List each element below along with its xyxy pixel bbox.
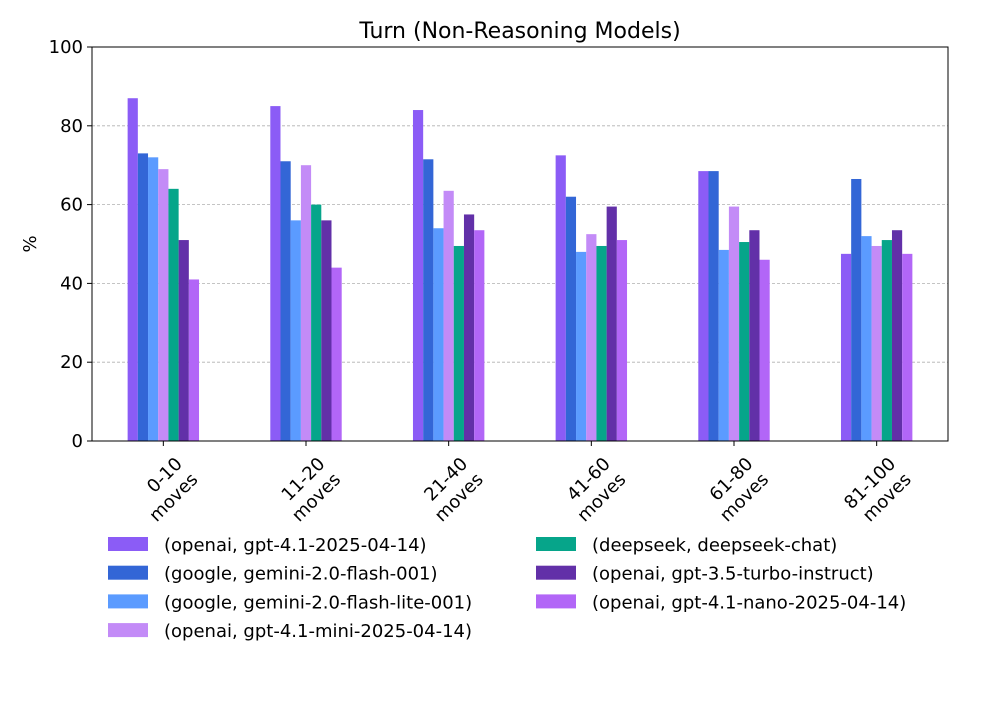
bar xyxy=(423,159,434,442)
legend-swatch xyxy=(536,537,576,551)
y-tick-label: 80 xyxy=(60,116,83,137)
chart-title: Turn (Non-Reasoning Models) xyxy=(358,19,680,44)
bar xyxy=(412,110,424,441)
bar xyxy=(881,240,892,441)
bar xyxy=(851,178,862,442)
bar xyxy=(168,188,179,441)
bar xyxy=(148,157,159,441)
legend-swatch xyxy=(108,537,148,551)
bar xyxy=(127,98,138,441)
y-tick-label: 100 xyxy=(49,37,83,58)
bar xyxy=(840,253,852,441)
legend-swatch xyxy=(536,594,576,609)
bar xyxy=(576,251,587,441)
bar xyxy=(300,165,312,441)
legend-label: (openai, gpt-4.1-2025-04-14) xyxy=(164,535,427,556)
bar xyxy=(606,206,617,441)
bar xyxy=(137,153,149,441)
bar xyxy=(555,155,566,441)
bar xyxy=(739,242,750,441)
bar xyxy=(596,245,607,441)
plot-frame xyxy=(91,46,949,442)
y-ticks: 0 20 40 60 80 100 xyxy=(49,37,92,452)
y-axis-label: % xyxy=(20,235,41,252)
bars xyxy=(127,98,913,442)
bar xyxy=(463,214,475,441)
legend-label: (openai, gpt-4.1-nano-2025-04-14) xyxy=(592,592,906,613)
bar xyxy=(270,106,281,441)
bar xyxy=(188,279,200,441)
bar xyxy=(433,228,444,441)
bar xyxy=(861,236,872,441)
bar xyxy=(698,171,709,442)
bar xyxy=(728,206,740,441)
bar xyxy=(321,220,332,441)
bar xyxy=(443,190,454,441)
bar xyxy=(708,171,719,442)
bar xyxy=(891,230,903,441)
legend-swatch xyxy=(108,565,148,580)
bar xyxy=(331,267,342,441)
legend-swatch xyxy=(108,623,148,638)
bar xyxy=(290,220,301,441)
legend-label: (openai, gpt-4.1-mini-2025-04-14) xyxy=(164,621,472,642)
legend-swatch xyxy=(108,594,148,609)
bar xyxy=(158,169,169,441)
bar xyxy=(311,204,322,441)
bar xyxy=(586,234,597,441)
legend-label: (deepseek, deepseek-chat) xyxy=(592,535,837,556)
bar xyxy=(718,249,729,441)
y-tick-label: 20 xyxy=(60,352,83,373)
bar xyxy=(902,253,913,441)
bar xyxy=(474,230,485,441)
y-tick-label: 60 xyxy=(60,195,83,216)
bar xyxy=(178,240,189,441)
bar xyxy=(759,259,770,441)
y-tick-label: 40 xyxy=(60,273,83,294)
grid-lines xyxy=(92,125,948,363)
bar xyxy=(280,161,291,441)
legend-label: (openai, gpt-3.5-turbo-instruct) xyxy=(592,564,874,585)
axes xyxy=(91,46,949,442)
y-tick-label: 0 xyxy=(72,431,83,452)
bar xyxy=(565,196,577,441)
legend-label: (google, gemini-2.0-flash-001) xyxy=(164,564,438,585)
bar xyxy=(453,245,464,441)
bar xyxy=(616,240,628,441)
bar xyxy=(749,230,760,441)
bar xyxy=(871,245,882,441)
legend-swatch xyxy=(536,565,576,580)
legend-label: (google, gemini-2.0-flash-lite-001) xyxy=(164,592,472,613)
legend: (openai, gpt-4.1-2025-04-14) (google, gem… xyxy=(108,535,906,642)
